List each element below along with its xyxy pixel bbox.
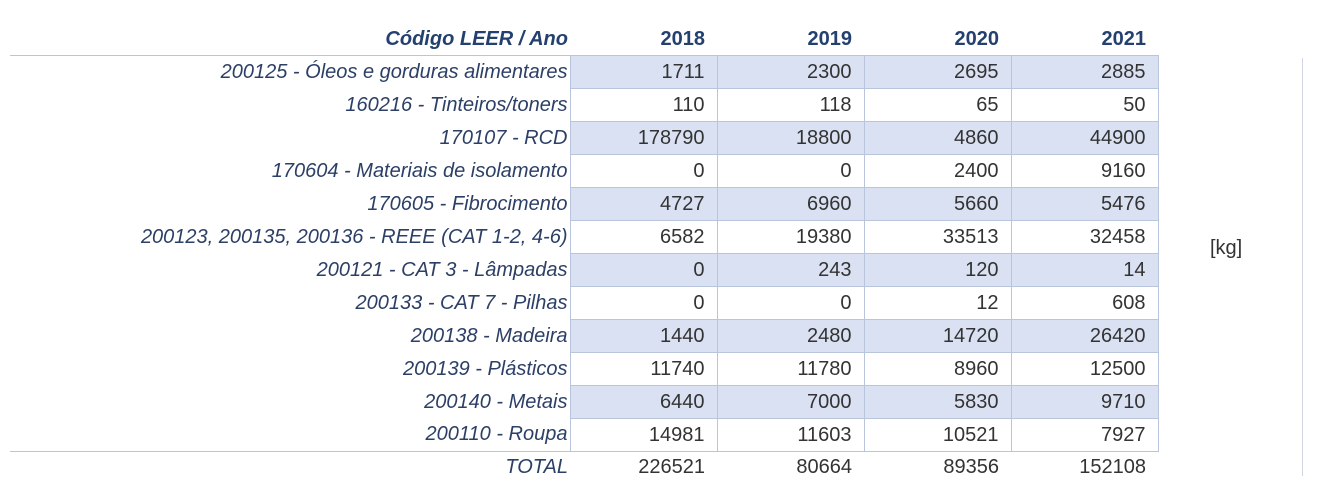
row-value: 12500 [1010,352,1159,386]
row-value: 18800 [716,121,865,155]
table-row: 200121 - CAT 3 - Lâmpadas 0 243 120 14 [10,253,1159,287]
table-row: 200140 - Metais 6440 7000 5830 9710 [10,385,1159,419]
header-year: 2020 [864,24,1011,56]
table-row: 200133 - CAT 7 - Pilhas 0 0 12 608 [10,286,1159,320]
row-value: 10521 [863,418,1012,452]
row-value: 14 [1010,253,1159,287]
total-value: 226521 [570,451,717,483]
table-row: 200110 - Roupa 14981 11603 10521 7927 [10,418,1159,452]
row-value: 8960 [863,352,1012,386]
table-row: 170107 - RCD 178790 18800 4860 44900 [10,121,1159,155]
row-label: 170605 - Fibrocimento [367,192,568,215]
table-row: 200123, 200135, 200136 - REEE (CAT 1-2, … [10,220,1159,254]
row-value: 2480 [716,319,865,353]
row-label: 200121 - CAT 3 - Lâmpadas [316,258,568,281]
row-value: 0 [716,286,865,320]
row-value: 6582 [569,220,718,254]
row-value: 1711 [569,55,718,89]
row-value: 0 [569,286,718,320]
row-label: 170604 - Materiais de isolamento [271,159,568,182]
row-value: 0 [716,154,865,188]
row-value: 4727 [569,187,718,221]
row-value: 608 [1010,286,1159,320]
row-value: 0 [569,154,718,188]
row-value: 5660 [863,187,1012,221]
row-value: 5476 [1010,187,1159,221]
unit-label: [kg] [1210,237,1243,259]
row-label: 200138 - Madeira [410,324,568,347]
row-value: 11740 [569,352,718,386]
row-value: 2300 [716,55,865,89]
row-value: 32458 [1010,220,1159,254]
row-value: 4860 [863,121,1012,155]
row-value: 6440 [569,385,718,419]
row-label: 160216 - Tinteiros/toners [345,93,568,116]
total-value: 152108 [1079,456,1146,478]
table-row: 170604 - Materiais de isolamento 0 0 240… [10,154,1159,188]
total-value: 89356 [864,451,1011,483]
row-value: 19380 [716,220,865,254]
table-row: 160216 - Tinteiros/toners 110 118 65 50 [10,88,1159,122]
header-year: 2018 [570,24,717,56]
row-value: 9710 [1010,385,1159,419]
row-label: 200133 - CAT 7 - Pilhas [355,291,568,314]
row-value: 11780 [716,352,865,386]
table-row: 200138 - Madeira 1440 2480 14720 26420 [10,319,1159,353]
row-value: 33513 [863,220,1012,254]
row-value: 118 [716,88,865,122]
row-label: 170107 - RCD [439,126,568,149]
waste-table-container: Código LEER / Ano 2018 2019 2020 2021 20… [10,24,1159,483]
row-value: 50 [1010,88,1159,122]
row-value: 243 [716,253,865,287]
row-value: 65 [863,88,1012,122]
header-year: 2021 [1011,24,1158,56]
row-label: 200140 - Metais [424,390,568,413]
row-value: 7927 [1010,418,1159,452]
row-label: 200123, 200135, 200136 - REEE (CAT 1-2, … [140,225,568,248]
table-row: 170605 - Fibrocimento 4727 6960 5660 547… [10,187,1159,221]
row-value: 11603 [716,418,865,452]
row-label: 200139 - Plásticos [402,357,568,380]
row-value: 26420 [1010,319,1159,353]
total-value: 80664 [717,451,864,483]
row-value: 9160 [1010,154,1159,188]
row-value: 1440 [569,319,718,353]
row-value: 5830 [863,385,1012,419]
header-row: Código LEER / Ano 2018 2019 2020 2021 [10,24,1158,56]
total-label: TOTAL [10,451,570,483]
total-row: TOTAL 226521 80664 89356 152108 [10,451,1158,483]
row-value: 110 [569,88,718,122]
row-value: 6960 [716,187,865,221]
row-value: 7000 [716,385,865,419]
row-value: 120 [863,253,1012,287]
row-value: 2695 [863,55,1012,89]
header-label: Código LEER / Ano [10,24,570,56]
row-value: 14720 [863,319,1012,353]
row-label: 200110 - Roupa [425,423,568,446]
row-value: 0 [569,253,718,287]
row-label: 200125 - Óleos e gorduras alimentares [220,60,568,83]
header-year: 2019 [717,24,864,56]
table-row: 200125 - Óleos e gorduras alimentares 17… [10,55,1159,89]
row-value: 12 [863,286,1012,320]
row-value: 2400 [863,154,1012,188]
row-value: 44900 [1010,121,1159,155]
row-value: 14981 [569,418,718,452]
vertical-divider [1302,58,1303,476]
table-row: 200139 - Plásticos 11740 11780 8960 1250… [10,352,1159,386]
waste-table: Código LEER / Ano 2018 2019 2020 2021 20… [10,24,1159,483]
row-value: 178790 [569,121,718,155]
row-value: 2885 [1010,55,1159,89]
